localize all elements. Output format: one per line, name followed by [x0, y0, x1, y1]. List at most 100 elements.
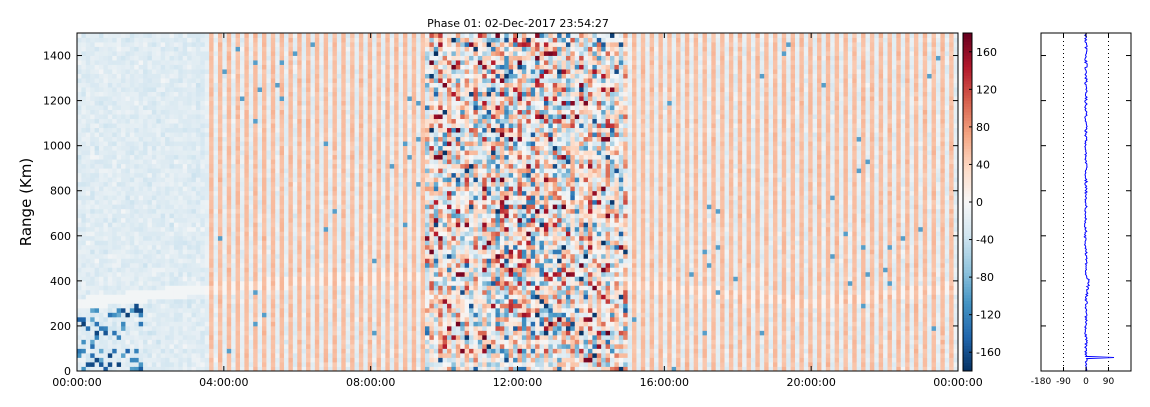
- heatmap-cell: [138, 235, 144, 241]
- heatmap-cell: [169, 235, 175, 241]
- heatmap-cell: [99, 118, 104, 124]
- heatmap-cell: [125, 235, 131, 241]
- heatmap-cell: [191, 357, 197, 363]
- heatmap-cell: [336, 51, 342, 56]
- heatmap-cell: [94, 330, 100, 336]
- heatmap-cell: [244, 352, 250, 358]
- heatmap-cell: [306, 258, 311, 264]
- heatmap-cell: [275, 267, 281, 273]
- heatmap-cell: [147, 231, 153, 237]
- heatmap-cell: [345, 190, 351, 196]
- heatmap-cell: [336, 123, 342, 129]
- heatmap-cell: [90, 289, 96, 295]
- heatmap-cell: [301, 303, 307, 309]
- heatmap-cell: [301, 330, 307, 336]
- heatmap-cell: [341, 114, 347, 120]
- heatmap-cell: [314, 307, 320, 313]
- heatmap-cell: [297, 249, 303, 255]
- heatmap-cell: [169, 325, 175, 331]
- heatmap-cell: [323, 64, 329, 70]
- heatmap-cell: [323, 348, 329, 354]
- heatmap-cell: [253, 267, 259, 273]
- heatmap-cell: [173, 195, 179, 201]
- heatmap-cell: [121, 298, 126, 304]
- heatmap-cell: [182, 114, 188, 120]
- heatmap-cell: [103, 91, 109, 97]
- heatmap-cell: [94, 343, 100, 349]
- heatmap-cell: [125, 42, 131, 47]
- heatmap-cell: [134, 226, 140, 232]
- heatmap-cell: [314, 343, 320, 349]
- heatmap-cell: [94, 60, 100, 65]
- heatmap-cell: [99, 361, 104, 367]
- heatmap-cell: [323, 190, 329, 196]
- heatmap-cell: [187, 168, 192, 174]
- heatmap-cell: [314, 141, 320, 147]
- heatmap-cell: [345, 240, 351, 246]
- heatmap-cell: [121, 343, 126, 349]
- heatmap-cell: [231, 316, 236, 322]
- heatmap-cell: [244, 73, 250, 79]
- heatmap-cell: [284, 60, 289, 65]
- heatmap-cell: [182, 361, 188, 367]
- heatmap-cell: [94, 145, 100, 151]
- heatmap-cell: [314, 271, 320, 277]
- heatmap-cell: [244, 271, 250, 277]
- heatmap-cell: [112, 109, 118, 115]
- heatmap-cell: [143, 357, 148, 363]
- heatmap-cell: [217, 204, 223, 210]
- heatmap-cell: [143, 352, 148, 358]
- heatmap-cell: [270, 217, 276, 223]
- heatmap-cell: [134, 55, 140, 61]
- heatmap-cell: [77, 303, 82, 309]
- heatmap-cell: [275, 127, 281, 133]
- heatmap-cell: [336, 339, 342, 345]
- heatmap-cell: [178, 154, 184, 160]
- heatmap-cell: [138, 271, 144, 277]
- heatmap-cell: [112, 168, 118, 174]
- heatmap-cell: [266, 361, 272, 367]
- heatmap-cell: [354, 258, 360, 264]
- heatmap-cell: [279, 298, 285, 304]
- heatmap-cell: [341, 253, 347, 259]
- heatmap-cell: [178, 100, 184, 106]
- heatmap-cell: [244, 231, 250, 237]
- heatmap-cell: [103, 37, 109, 43]
- heatmap-cell: [292, 222, 298, 228]
- heatmap-cell: [262, 33, 267, 38]
- heatmap-cell: [81, 321, 87, 327]
- heatmap-cell: [332, 73, 338, 79]
- heatmap-cell: [107, 307, 113, 313]
- heatmap-cell: [231, 348, 236, 354]
- heatmap-cell: [328, 46, 333, 52]
- heatmap-cell: [169, 366, 175, 372]
- heatmap-cell: [345, 114, 351, 120]
- heatmap-cell: [209, 330, 214, 336]
- heatmap-cell: [121, 316, 126, 322]
- heatmap-cell: [345, 150, 351, 156]
- heatmap-cell: [160, 330, 166, 336]
- heatmap-cell: [284, 231, 289, 237]
- heatmap-cell: [129, 267, 135, 273]
- heatmap-cell: [270, 127, 276, 133]
- heatmap-cell: [292, 271, 298, 277]
- heatmap-cell: [314, 348, 320, 354]
- heatmap-cell: [345, 69, 351, 74]
- heatmap-cell: [239, 267, 245, 273]
- heatmap-cell: [147, 33, 153, 38]
- heatmap-cell: [239, 132, 245, 138]
- heatmap-cell: [354, 222, 360, 228]
- heatmap-cell: [301, 159, 307, 165]
- heatmap-cell: [297, 244, 303, 250]
- heatmap-cell: [178, 226, 184, 232]
- heatmap-cell: [306, 141, 311, 147]
- heatmap-cell: [358, 195, 364, 201]
- heatmap-cell: [191, 105, 197, 111]
- heatmap-cell: [90, 168, 96, 174]
- heatmap-cell: [244, 226, 250, 232]
- heatmap-cell: [169, 37, 175, 43]
- heatmap-cell: [156, 366, 162, 372]
- heatmap-cell: [112, 186, 118, 192]
- heatmap-cell: [129, 51, 135, 56]
- heatmap-cell: [94, 87, 100, 92]
